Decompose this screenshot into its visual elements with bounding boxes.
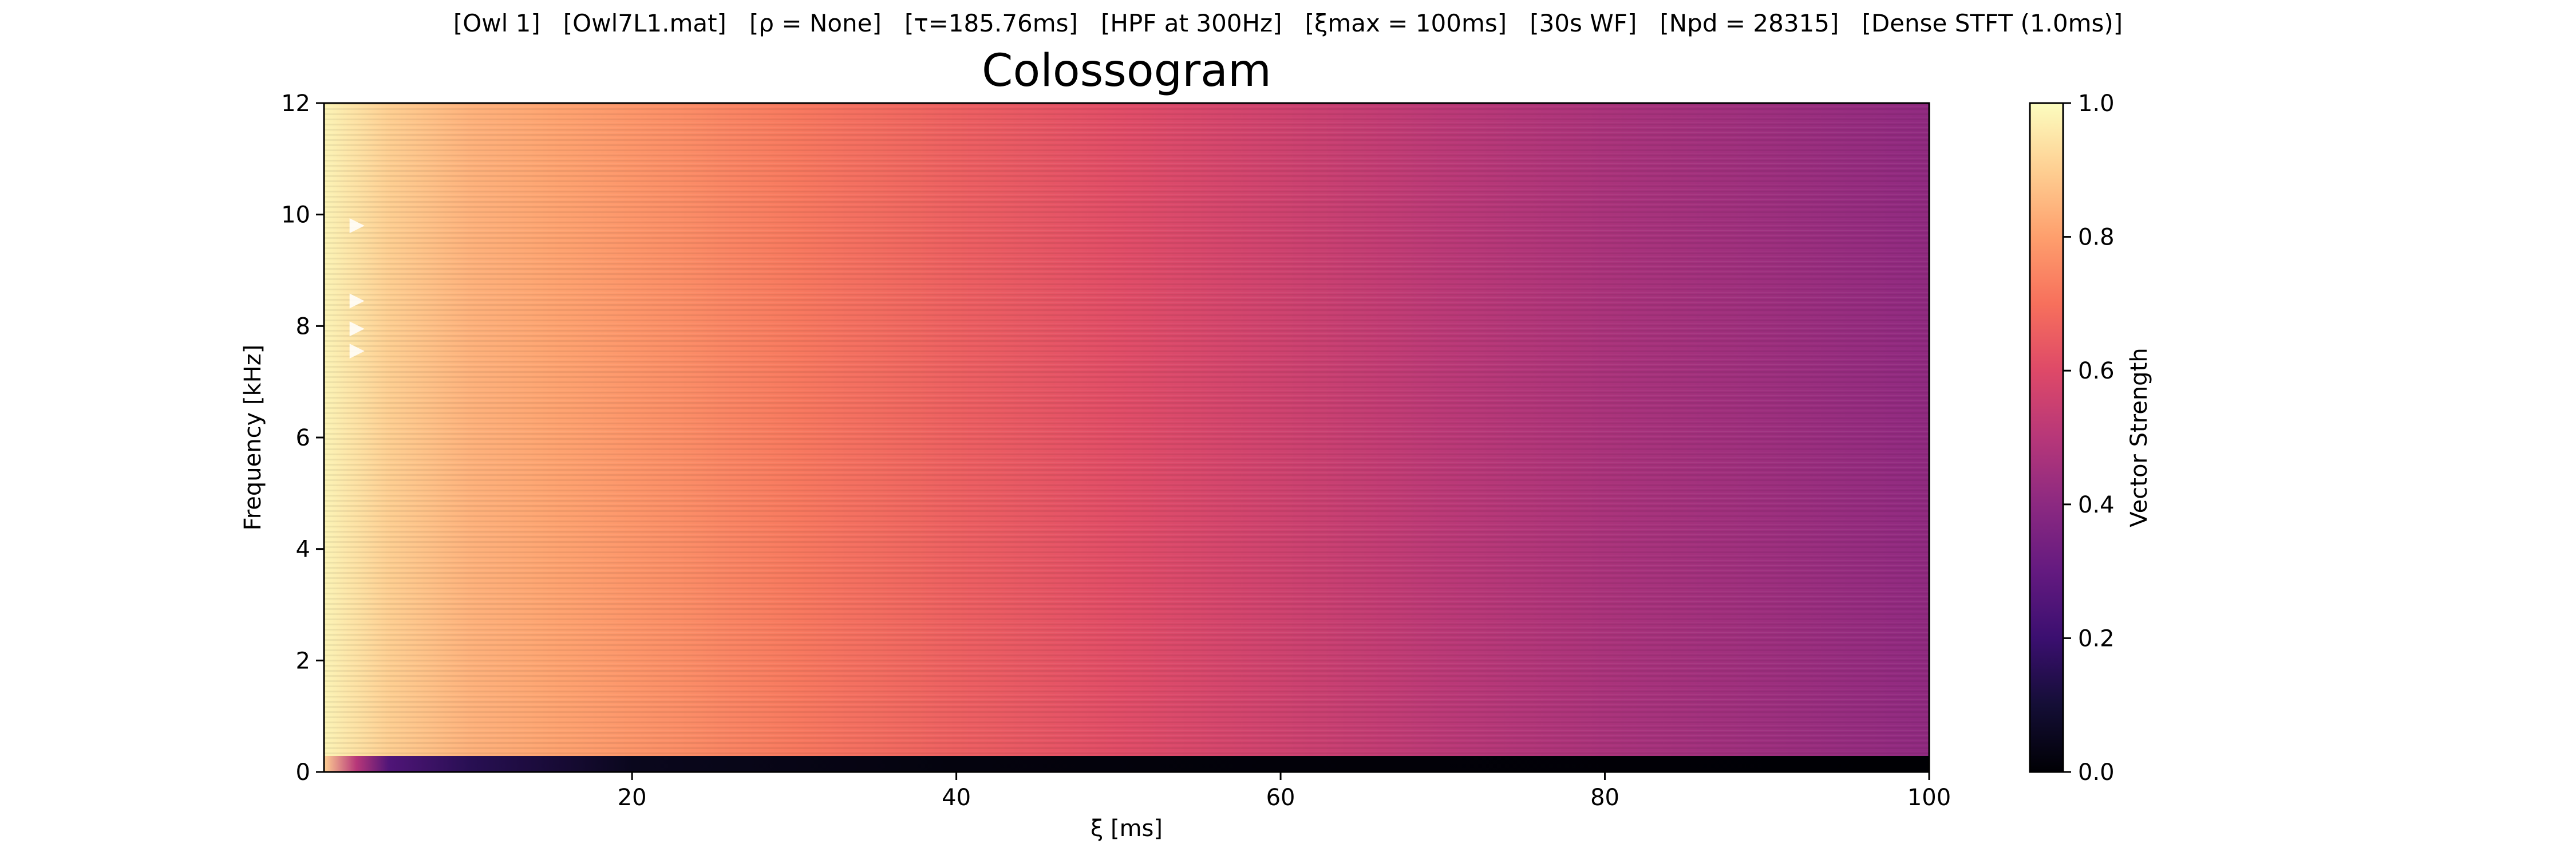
y-tick-label: 8	[296, 313, 310, 340]
colorbar: 0.0 0.2 0.4 0.6 0.8 1.0 Vector Strength	[2029, 90, 2152, 786]
y-tick-label: 4	[296, 537, 310, 563]
y-tick-label: 6	[296, 425, 310, 451]
peak-marker	[349, 321, 365, 337]
colorbar-frame	[2029, 102, 2064, 773]
y-axis-ticks: 0 2 4 6 8 10 12	[281, 90, 324, 786]
peak-marker	[349, 344, 365, 359]
colorbar-tick-label: 0.8	[2078, 224, 2115, 251]
x-tick-label: 80	[1590, 785, 1619, 811]
colorbar-gradient	[2030, 103, 2063, 772]
y-tick-label: 12	[281, 90, 310, 117]
heatmap-low-frequency-band	[324, 756, 1929, 772]
x-tick-label: 20	[618, 785, 647, 811]
colorbar-tick-label: 1.0	[2078, 90, 2115, 117]
peak-marker	[349, 293, 365, 309]
colorbar-tick-label: 0.0	[2078, 759, 2115, 786]
colorbar-label: Vector Strength	[2126, 348, 2152, 527]
x-tick-label: 40	[942, 785, 971, 811]
chart-title: Colossogram	[982, 45, 1271, 97]
x-tick-label: 60	[1266, 785, 1295, 811]
x-tick-label: 100	[1907, 785, 1951, 811]
y-axis-label: Frequency [kHz]	[240, 345, 266, 531]
y-tick-label: 2	[296, 648, 310, 674]
colorbar-tick-label: 0.6	[2078, 358, 2115, 384]
heatmap-texture	[324, 103, 1929, 756]
y-tick-label: 10	[281, 202, 310, 228]
colorbar-ticks: 0.0 0.2 0.4 0.6 0.8 1.0	[2063, 90, 2115, 786]
colorbar-tick-label: 0.4	[2078, 492, 2115, 518]
colorbar-tick-label: 0.2	[2078, 625, 2115, 652]
x-axis-ticks: 20 40 60 80 100	[618, 772, 1951, 811]
figure-suptitle: [Owl 1] [Owl7L1.mat] [ρ = None] [τ=185.7…	[453, 9, 2123, 37]
heatmap-plot-area	[323, 102, 1930, 773]
y-tick-label: 0	[296, 759, 310, 786]
x-axis-label: ξ [ms]	[1091, 815, 1163, 842]
peak-markers	[349, 218, 365, 359]
peak-marker	[349, 218, 365, 234]
